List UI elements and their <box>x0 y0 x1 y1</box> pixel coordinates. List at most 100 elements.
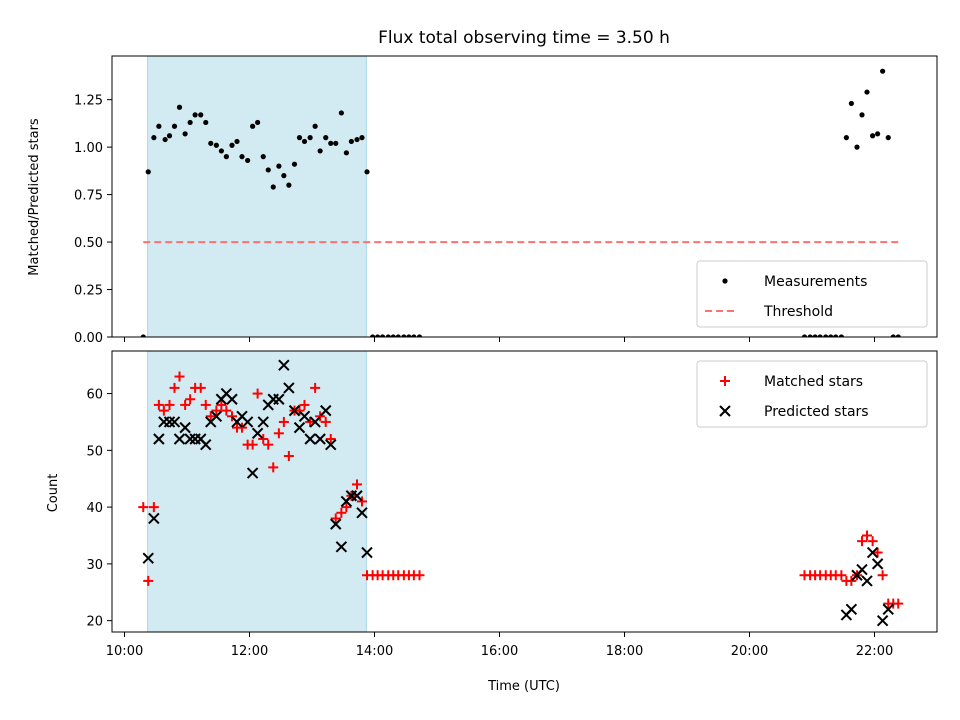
top-measurements-point <box>171 123 178 129</box>
bottom-plot-area <box>138 359 904 627</box>
top-measurements-point <box>375 334 381 337</box>
bottom-predicted-stars-point <box>210 410 223 422</box>
top-measurements-point <box>823 334 829 337</box>
top-y-tick-label: 0.00 <box>74 331 103 346</box>
bottom-predicted-stars-point <box>257 416 269 428</box>
top-measurements-point <box>338 110 344 116</box>
top-measurements-point <box>203 119 209 126</box>
top-measurements-point <box>885 135 891 141</box>
top-y-tick-label: 0.75 <box>74 189 103 204</box>
top-measurements-point <box>250 123 256 129</box>
bottom-matched-stars-point <box>153 399 164 410</box>
bottom-y-tick-label: 30 <box>86 558 103 573</box>
top-measurements-point <box>416 334 423 337</box>
bottom-matched-stars-point <box>263 439 274 450</box>
bottom-x-tick-label: 12:00 <box>231 644 268 659</box>
top-measurements-point <box>245 157 251 164</box>
top-measurements-point <box>156 123 162 129</box>
bottom-predicted-stars-point <box>173 433 186 445</box>
bottom-predicted-stars-point <box>356 507 368 519</box>
bottom-legend-predicted-stars-label: Predicted stars <box>764 404 869 420</box>
top-measurements-point <box>192 112 198 118</box>
bottom-x-tick-label: 14:00 <box>356 644 393 659</box>
top-measurements-point <box>348 138 354 145</box>
bottom-matched-stars-point <box>846 575 857 586</box>
bottom-matched-stars-point <box>143 575 154 586</box>
top-observing-span <box>147 55 367 338</box>
bottom-y-tick-label: 40 <box>86 501 103 516</box>
top-measurements-point <box>286 182 292 188</box>
top-legend-threshold-label: Threshold <box>763 304 833 320</box>
top-measurements-point <box>312 123 318 129</box>
top-measurements-point <box>354 136 360 143</box>
bottom-matched-stars-point <box>180 399 191 410</box>
top-measurements-point <box>838 334 844 337</box>
bottom-matched-stars-point <box>294 405 305 416</box>
bottom-matched-stars-point <box>169 382 180 393</box>
bottom-matched-stars-point <box>414 570 425 581</box>
top-y-tick-label: 1.00 <box>74 141 103 156</box>
bottom-matched-stars-point <box>221 405 232 416</box>
bottom-predicted-stars-point <box>278 359 290 371</box>
bottom-legend-box <box>696 360 928 428</box>
top-measurements-point <box>817 334 823 337</box>
top-measurements-point <box>307 135 313 141</box>
bottom-matched-stars-point <box>352 479 362 490</box>
bottom-matched-stars-point <box>185 394 196 405</box>
bottom-legend-matched-stars-label: Matched stars <box>764 374 863 390</box>
bottom-predicted-stars-point <box>856 563 868 576</box>
top-measurements-point <box>176 104 183 110</box>
bottom-predicted-stars-point <box>876 614 889 627</box>
bottom-predicted-stars-point <box>882 603 894 616</box>
top-measurements-point <box>296 135 303 141</box>
top-measurements-point <box>801 334 808 337</box>
top-measurements-point <box>395 334 401 337</box>
top-measurements-point <box>385 334 391 337</box>
top-measurements-point <box>864 89 870 95</box>
bottom-y-tick-label: 20 <box>86 615 103 630</box>
bottom-predicted-stars-point <box>148 512 160 525</box>
bottom-matched-stars-point <box>148 502 159 513</box>
top-y-tick-label: 1.25 <box>74 94 103 109</box>
bottom-matched-stars-point <box>836 570 847 581</box>
top-measurements-point <box>854 144 860 150</box>
bottom-matched-stars-point <box>227 411 237 422</box>
bottom-matched-stars-point <box>174 371 185 382</box>
bottom-matched-stars-point <box>872 547 883 558</box>
bottom-matched-stars-point <box>273 428 284 439</box>
top-measurements-point <box>359 135 365 141</box>
bottom-matched-stars-point <box>247 439 258 450</box>
bottom-matched-stars-point <box>138 502 149 513</box>
top-measurements-point <box>166 133 173 139</box>
bottom-predicted-stars-point <box>298 410 311 422</box>
bottom-y-tick-label: 60 <box>86 388 103 403</box>
bottom-matched-stars-point <box>893 598 904 609</box>
bottom-predicted-stars-point <box>184 433 196 445</box>
bottom-predicted-stars-point <box>168 416 181 428</box>
top-measurements-point <box>140 334 146 337</box>
top-measurements-point <box>317 148 323 154</box>
top-measurements-point <box>182 131 188 137</box>
bottom-matched-stars-point <box>862 530 872 541</box>
top-measurements-point <box>208 140 214 146</box>
bottom-x-tick-label: 16:00 <box>481 644 518 659</box>
top-legend: Measurements Threshold <box>696 260 928 328</box>
bottom-predicted-stars-point <box>309 416 321 428</box>
top-measurements-point <box>239 154 245 160</box>
top-measurements-point <box>198 112 204 118</box>
top-y-tick-label: 0.25 <box>74 284 103 299</box>
top-measurements-point <box>411 334 417 337</box>
top-measurements-point <box>276 163 282 169</box>
bottom-matched-stars-point <box>867 536 878 547</box>
top-measurements-point <box>151 135 157 141</box>
bottom-matched-stars-point <box>305 416 316 427</box>
bottom-predicted-stars-point <box>200 438 212 451</box>
bottom-predicted-stars-point <box>251 427 264 440</box>
bottom-matched-stars-point <box>299 399 310 410</box>
bottom-x-tick-label: 18:00 <box>606 644 643 659</box>
bottom-matched-stars-point <box>325 433 336 444</box>
bottom-predicted-stars-point <box>283 382 295 394</box>
top-measurements-point <box>401 334 407 337</box>
bottom-matched-stars-point <box>258 433 269 444</box>
